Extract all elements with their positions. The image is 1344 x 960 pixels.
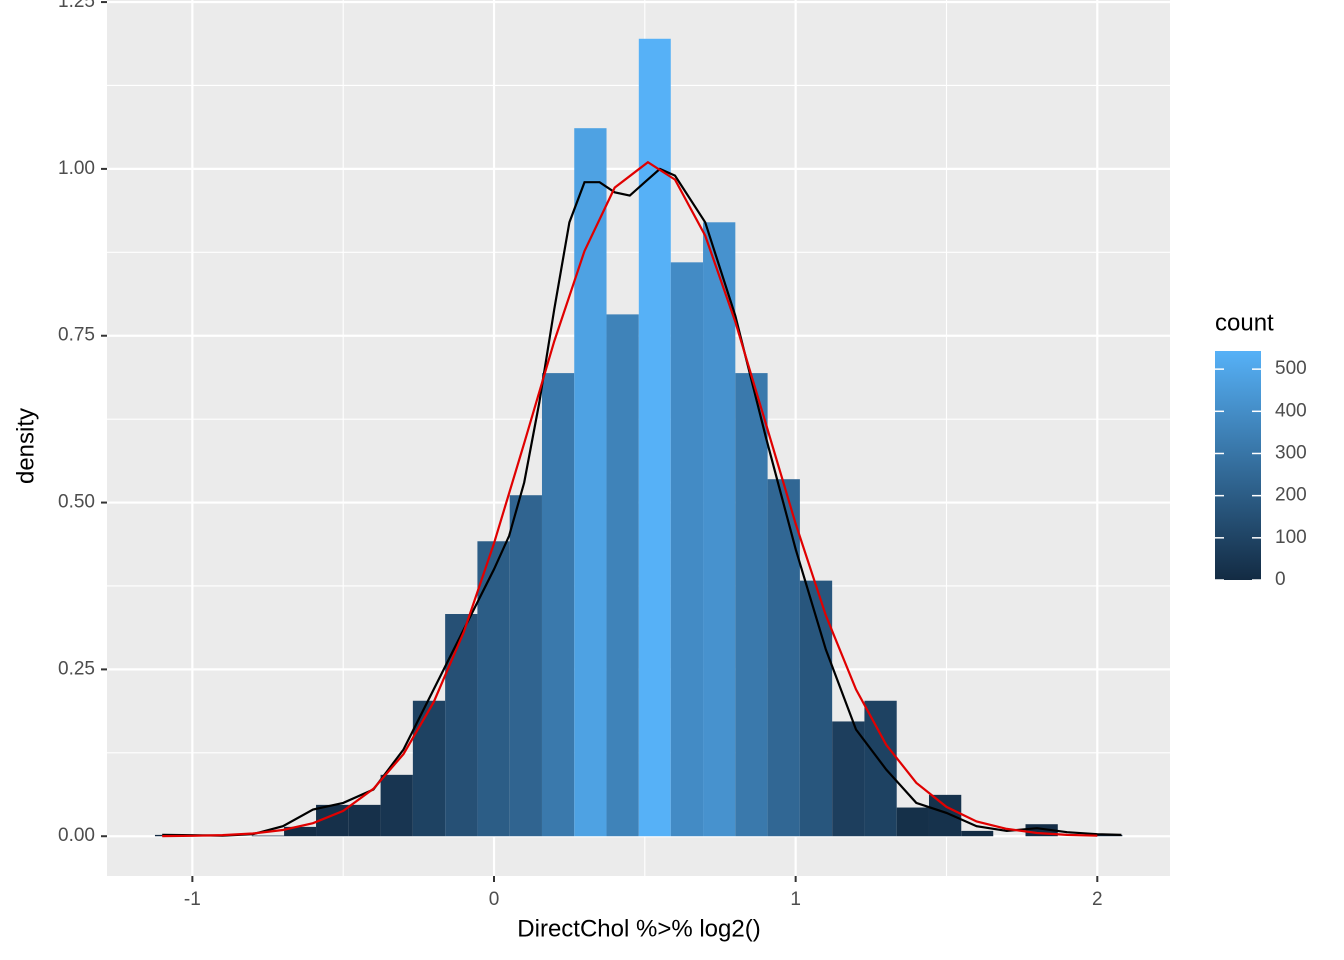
- x-tick-label: -1: [184, 889, 201, 910]
- bar: [541, 373, 575, 837]
- bar: [477, 541, 510, 837]
- bar: [864, 700, 897, 837]
- bar: [670, 262, 704, 837]
- y-tick-label: 1.25: [58, 0, 95, 12]
- bar: [445, 614, 478, 837]
- x-tick-label: 2: [1092, 889, 1103, 910]
- bar: [799, 580, 833, 837]
- bar: [380, 774, 413, 837]
- y-tick-label: 0.75: [58, 325, 95, 346]
- colorbar: [1215, 351, 1261, 580]
- y-tick-label: 0.00: [58, 825, 95, 846]
- bar: [574, 128, 607, 837]
- x-axis-label: DirectChol %>% log2(): [517, 915, 760, 942]
- legend-title: count: [1215, 309, 1274, 336]
- density-line: [162, 160, 1098, 838]
- legend-label: 0: [1275, 569, 1286, 590]
- legend-label: 400: [1275, 400, 1307, 421]
- bar: [735, 373, 768, 837]
- y-tick-label: 0.50: [58, 492, 95, 513]
- legend-label: 500: [1275, 358, 1307, 379]
- x-tick-label: 0: [489, 889, 500, 910]
- bar: [638, 38, 671, 837]
- bar: [896, 807, 929, 837]
- bar: [509, 495, 542, 837]
- legend-label: 200: [1275, 485, 1307, 506]
- bar: [961, 830, 994, 837]
- bar: [284, 826, 317, 837]
- bar: [251, 835, 285, 837]
- legend-label: 300: [1275, 442, 1307, 463]
- x-tick-label: 1: [790, 889, 801, 910]
- y-axis-label: density: [12, 408, 39, 484]
- bar: [767, 479, 800, 837]
- legend-label: 100: [1275, 527, 1307, 548]
- y-tick-label: 1.00: [58, 158, 95, 179]
- y-tick-label: 0.25: [58, 658, 95, 679]
- bar: [832, 721, 865, 837]
- bar: [928, 794, 962, 837]
- bar: [703, 222, 736, 837]
- bar: [412, 700, 446, 837]
- bar: [1090, 834, 1123, 837]
- bar: [606, 314, 639, 837]
- bar: [348, 804, 381, 837]
